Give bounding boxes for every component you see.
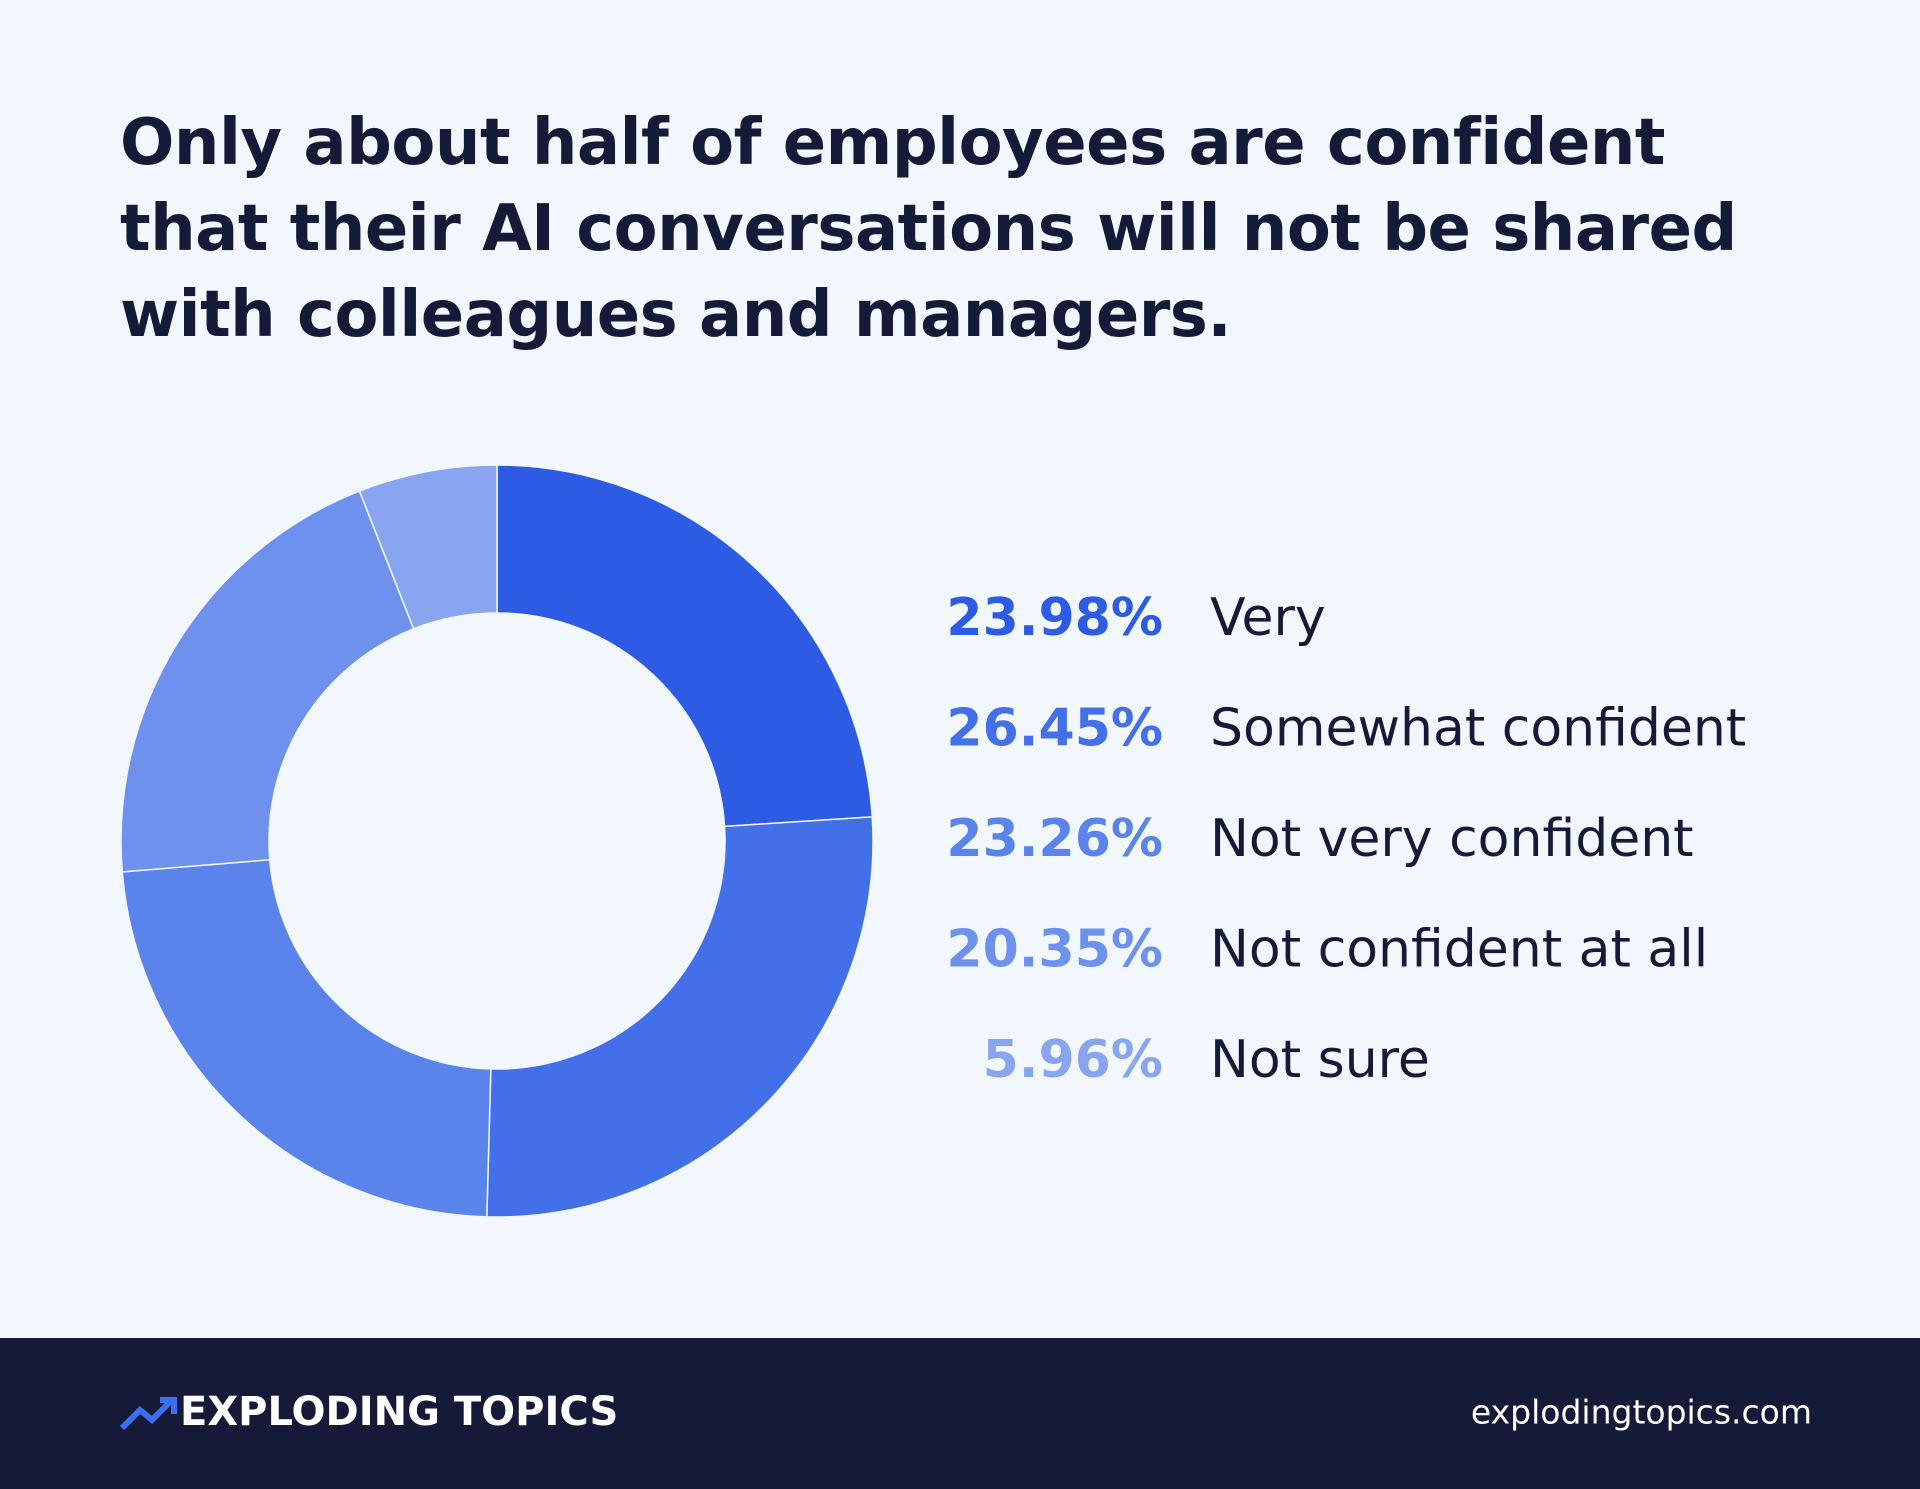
legend-label: Somewhat confident bbox=[1210, 699, 1746, 759]
logo-icon bbox=[119, 1397, 175, 1431]
value-label: 5.96% bbox=[983, 1030, 1163, 1090]
value-label: 23.26% bbox=[946, 809, 1163, 869]
slice bbox=[121, 858, 492, 1218]
brand: EXPLODING TOPICS bbox=[180, 1389, 618, 1435]
value-label: 20.35% bbox=[946, 920, 1163, 980]
slice bbox=[120, 490, 415, 873]
logo-icon bbox=[160, 1397, 177, 1414]
slice bbox=[358, 464, 498, 630]
slice bbox=[496, 464, 874, 828]
legend-label: Not very confident bbox=[1210, 809, 1694, 869]
slice bbox=[486, 816, 874, 1218]
value-label: 26.45% bbox=[946, 699, 1163, 759]
chart-title: Only about half of employees are confide… bbox=[120, 106, 1737, 352]
legend-label: Not confident at all bbox=[1210, 920, 1708, 980]
legend-label: Very bbox=[1210, 588, 1326, 648]
legend-label: Not sure bbox=[1210, 1030, 1430, 1090]
site-url: explodingtopics.com bbox=[1471, 1393, 1812, 1432]
value-label: 23.98% bbox=[946, 588, 1163, 648]
footer-band bbox=[0, 1338, 1920, 1489]
